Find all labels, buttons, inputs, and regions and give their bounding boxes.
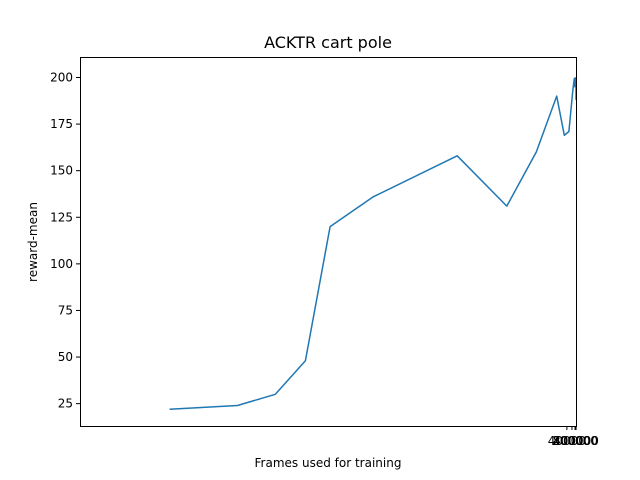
y-axis-label: reward-mean [26, 202, 40, 282]
y-tick-label-5: 150 [50, 164, 73, 178]
series-line-0 [169, 77, 577, 410]
y-tick-label-2: 75 [58, 303, 73, 317]
y-tick-label-1: 50 [58, 350, 73, 364]
plot-frame [80, 57, 577, 427]
x-tick-label-1: 80000 [553, 434, 591, 448]
chart-title: ACKTR cart pole [264, 33, 392, 52]
x-tick-label-3: 400000 [553, 434, 599, 448]
x-tick-label-0: 40000 [548, 434, 586, 448]
y-tick-label-7: 200 [50, 71, 73, 85]
x-axis-label: Frames used for training [255, 456, 402, 470]
plot-line-layer [169, 77, 577, 410]
y-tick-label-0: 25 [58, 397, 73, 411]
y-tick-label-6: 175 [50, 117, 73, 131]
y-tick-label-4: 125 [50, 210, 73, 224]
x-tick-label-2: 200000 [552, 434, 598, 448]
y-tick-label-3: 100 [50, 257, 73, 271]
